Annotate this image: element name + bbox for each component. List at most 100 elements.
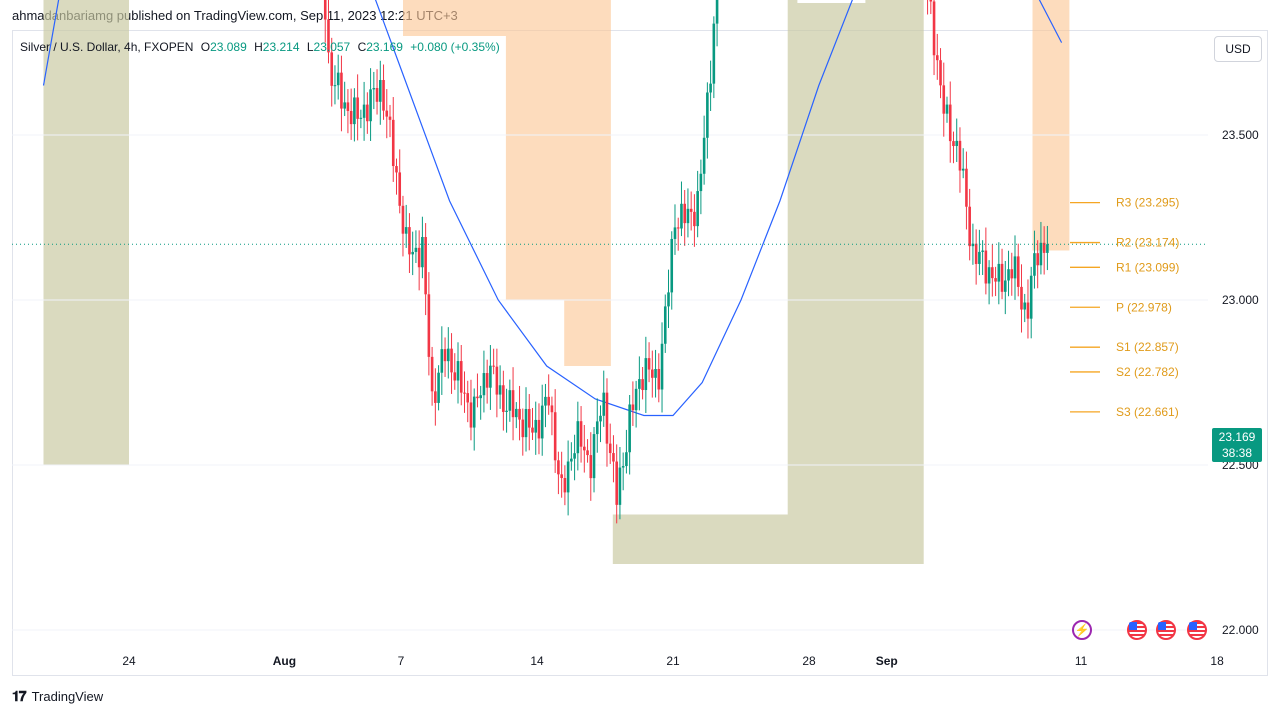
candle — [421, 216, 424, 279]
candle — [385, 89, 389, 139]
candle — [706, 82, 709, 159]
demand-zone — [612, 0, 924, 564]
candle-body — [683, 203, 686, 224]
price-axis[interactable]: 22.00022.50023.00023.50024.00024.50025.0… — [1222, 0, 1259, 637]
candle — [625, 429, 628, 474]
us-flag-icon[interactable] — [1127, 620, 1147, 640]
time-axis[interactable]: 24 Aug 7 14 21 28 Sep 11 18 — [122, 654, 1224, 668]
candle — [1003, 261, 1007, 315]
candle-body — [615, 461, 618, 505]
candle — [430, 346, 434, 406]
candle — [1013, 235, 1017, 300]
pivot-label: R3 (23.295) — [1116, 196, 1179, 210]
candle-body — [621, 466, 625, 468]
tradingview-brand[interactable]: 𝟏𝟕 TradingView — [12, 688, 103, 705]
candle — [595, 398, 599, 453]
candle-body — [952, 141, 955, 147]
last-price-tag: 23.169 38:38 — [1212, 428, 1262, 462]
candle — [715, 0, 719, 47]
candle-body — [981, 250, 984, 252]
candle — [647, 342, 651, 383]
candle-body — [566, 461, 570, 493]
grid-layer — [12, 134, 1208, 631]
candle — [476, 373, 479, 408]
candle — [612, 435, 615, 483]
candle — [670, 231, 674, 310]
candle-body — [366, 104, 369, 122]
high-value: 23.214 — [262, 40, 300, 54]
us-flag-icon[interactable] — [1156, 620, 1176, 640]
currency-button[interactable]: USD — [1214, 36, 1262, 62]
us-flag-icon[interactable] — [1187, 620, 1207, 640]
candle-body — [709, 83, 712, 93]
time-tick-label: 18 — [1210, 654, 1224, 668]
candle-body — [463, 392, 466, 394]
candle-body — [589, 455, 593, 479]
candle — [618, 446, 622, 520]
candle — [932, 0, 936, 76]
candle-body — [511, 390, 515, 418]
candle-body — [945, 104, 949, 114]
candle — [463, 371, 466, 413]
high-label: H — [254, 40, 263, 54]
candle-body — [942, 85, 946, 114]
candle-body — [353, 97, 356, 125]
lightning-icon[interactable]: ⚡ — [1072, 620, 1092, 640]
candle — [1010, 252, 1014, 296]
candle — [948, 81, 952, 163]
pivot-label: S1 (22.857) — [1116, 340, 1179, 354]
candle-body — [1020, 286, 1023, 310]
candle-body — [1039, 242, 1043, 266]
candle-body — [1003, 280, 1007, 292]
candle — [1046, 225, 1049, 271]
time-tick-label: 11 — [1075, 654, 1088, 668]
candle — [1026, 279, 1030, 339]
candle-body — [1023, 302, 1027, 310]
candle — [518, 385, 521, 441]
candle-body — [670, 238, 674, 293]
price-tick-label: 23.500 — [1222, 128, 1259, 142]
candle — [1036, 240, 1039, 289]
candle-body — [647, 358, 651, 370]
candle-body — [495, 366, 499, 395]
symbol-label[interactable]: Silver / U.S. Dollar, 4h, FXOPEN — [20, 40, 194, 54]
candle — [417, 230, 421, 291]
candle-body — [482, 373, 486, 396]
candle — [560, 451, 563, 498]
candle-body — [330, 52, 334, 86]
candle-body — [929, 0, 933, 2]
candle — [391, 97, 395, 182]
candle-body — [576, 421, 580, 454]
candle-body — [1010, 269, 1014, 279]
candle-body — [978, 251, 981, 264]
candle — [935, 33, 939, 80]
candle — [336, 54, 340, 100]
candle — [968, 188, 971, 261]
candle-body — [401, 205, 405, 234]
candle — [667, 269, 670, 329]
candle-body — [631, 404, 635, 411]
candle-body — [443, 349, 447, 362]
candle-body — [434, 391, 437, 403]
low-label: L — [306, 40, 314, 54]
candle — [602, 370, 606, 427]
candle — [1042, 226, 1046, 275]
pivot-label: P (22.978) — [1116, 300, 1172, 314]
candle-body — [686, 208, 690, 224]
bar-countdown: 38:38 — [1221, 446, 1253, 460]
candle — [544, 383, 547, 428]
candle-body — [518, 408, 521, 420]
candle-body — [987, 267, 991, 284]
candle-body — [958, 140, 962, 171]
candle — [408, 213, 411, 273]
candle-body — [1046, 244, 1049, 253]
candle-body — [984, 250, 988, 284]
candle — [353, 88, 356, 142]
candle — [657, 353, 661, 403]
candle — [608, 423, 612, 464]
candle-body — [638, 379, 641, 389]
candle — [527, 394, 531, 451]
candle — [356, 74, 359, 141]
candle — [343, 81, 346, 117]
